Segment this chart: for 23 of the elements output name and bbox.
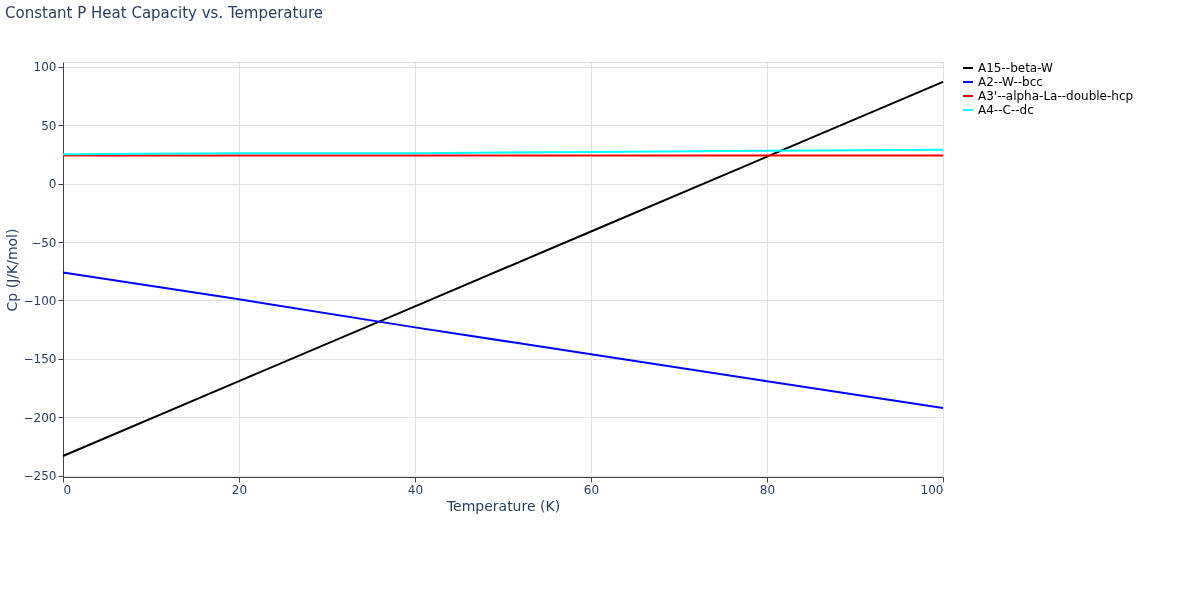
x-axis-title: Temperature (K) — [445, 497, 561, 514]
y-tick-label: −100 — [23, 293, 57, 308]
x-tick-label: 100 — [920, 482, 944, 497]
y-tick-label: 100 — [33, 60, 57, 75]
x-tick-label: 20 — [231, 482, 248, 497]
x-tick-label: 0 — [63, 482, 72, 497]
legend-label: A3'--alpha-La--double-hcp — [978, 89, 1134, 103]
legend-label: A2--W--bcc — [978, 75, 1043, 89]
y-tick-label: 0 — [48, 177, 57, 192]
x-tick-label: 60 — [583, 482, 600, 497]
chart-title: Constant P Heat Capacity vs. Temperature — [5, 3, 323, 22]
legend-label: A15--beta-W — [978, 61, 1054, 75]
y-tick-label: 50 — [41, 118, 57, 133]
y-tick-label: −150 — [23, 352, 57, 367]
line-series — [62, 80, 944, 457]
y-tick-label: −50 — [31, 235, 57, 250]
x-tick-label: 40 — [407, 482, 424, 497]
y-tick-label: −250 — [23, 469, 57, 484]
line-series — [62, 271, 944, 410]
y-axis-title: Cp (J/K/mol) — [3, 228, 20, 312]
x-tick-label: 80 — [759, 482, 776, 497]
y-tick-label: −200 — [23, 410, 57, 425]
legend-label: A4--C--dc — [978, 103, 1034, 117]
